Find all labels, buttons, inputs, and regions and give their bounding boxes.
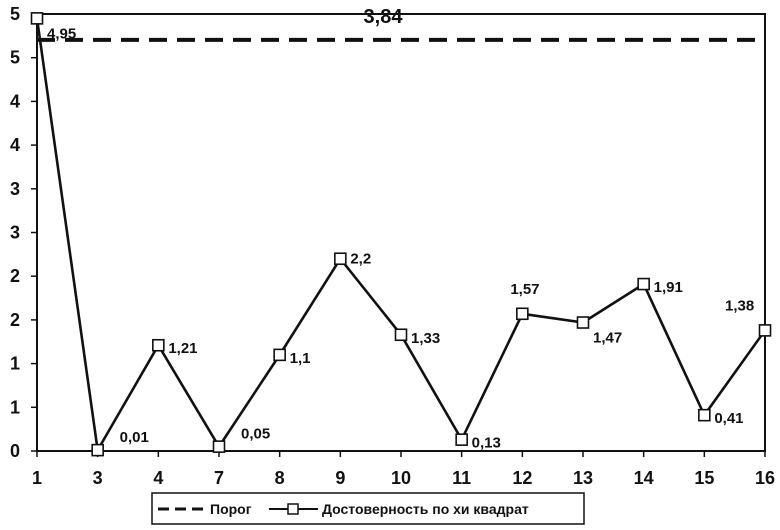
data-label: 1,1 [290, 350, 311, 367]
y-tick-label: 5 [10, 48, 20, 68]
series-marker [394, 328, 408, 342]
series-line [35, 18, 767, 455]
y-tick-label: 3 [10, 179, 20, 199]
data-label: 4,95 [47, 25, 76, 42]
data-label: 0,01 [120, 429, 149, 446]
series-marker [273, 348, 286, 362]
y-axis: 0 1 1 2 2 3 3 4 4 5 5 [10, 4, 37, 461]
y-tick-label: 2 [10, 310, 20, 330]
x-tick-label: 13 [573, 468, 593, 488]
series-marker [334, 252, 347, 266]
x-tick-label: 12 [512, 468, 532, 488]
data-labels: 4,95 0,01 1,21 0,05 1,1 2,2 1,33 0,13 1,57 1,47 1,… [47, 25, 754, 451]
data-label: 1,47 [593, 330, 622, 347]
series-marker [698, 408, 711, 422]
data-label: 1,91 [654, 279, 683, 296]
plot-frame [36, 13, 766, 452]
data-label: 1,38 [725, 297, 754, 314]
legend-box [151, 492, 585, 525]
y-tick-label: 3 [10, 223, 20, 243]
threshold-label: 3,84 [364, 6, 404, 28]
x-tick-label: 8 [275, 468, 285, 488]
x-tick-label: 3 [93, 468, 103, 488]
series-marker [576, 316, 590, 329]
data-label: 1,33 [411, 330, 440, 347]
y-tick-label: 4 [10, 135, 20, 155]
x-tick-label: 9 [335, 468, 345, 488]
x-tick-label: 15 [694, 468, 714, 488]
data-label: 0,13 [472, 435, 501, 452]
data-label: 0,05 [241, 426, 270, 443]
x-tick-label: 14 [634, 468, 654, 488]
x-tick-label: 10 [391, 468, 411, 488]
x-axis: 1 3 4 7 8 9 10 11 12 13 14 15 16 [32, 451, 775, 488]
series-marker [455, 433, 468, 446]
x-tick-label: 16 [755, 468, 775, 488]
legend-series-label: Достоверность по хи квадрат [322, 501, 529, 517]
y-tick-label: 2 [10, 266, 20, 286]
series-marker [637, 277, 650, 291]
y-tick-label: 1 [10, 397, 20, 417]
series-marker [516, 307, 529, 321]
data-label: 1,21 [168, 340, 197, 357]
y-tick-label: 0 [10, 441, 20, 461]
series-marker [91, 443, 104, 457]
x-tick-label: 1 [32, 468, 42, 488]
series-marker [30, 12, 44, 25]
y-tick-label: 1 [10, 354, 20, 374]
legend-threshold-label: Порог [210, 501, 252, 517]
x-tick-label: 7 [214, 468, 224, 488]
y-tick-label: 4 [10, 91, 20, 111]
series-marker [212, 440, 226, 453]
data-label: 2,2 [350, 251, 371, 268]
y-tick-label: 5 [10, 4, 20, 24]
series-marker [758, 324, 772, 337]
series-markers [30, 12, 772, 457]
legend-series-marker [287, 503, 299, 515]
x-tick-label: 11 [452, 468, 471, 488]
x-tick-label: 4 [153, 468, 163, 488]
legend: Порог Достоверность по хи квадрат [151, 492, 585, 525]
data-label: 0,41 [714, 410, 743, 427]
series-marker [152, 338, 165, 352]
data-label: 1,57 [510, 281, 539, 298]
